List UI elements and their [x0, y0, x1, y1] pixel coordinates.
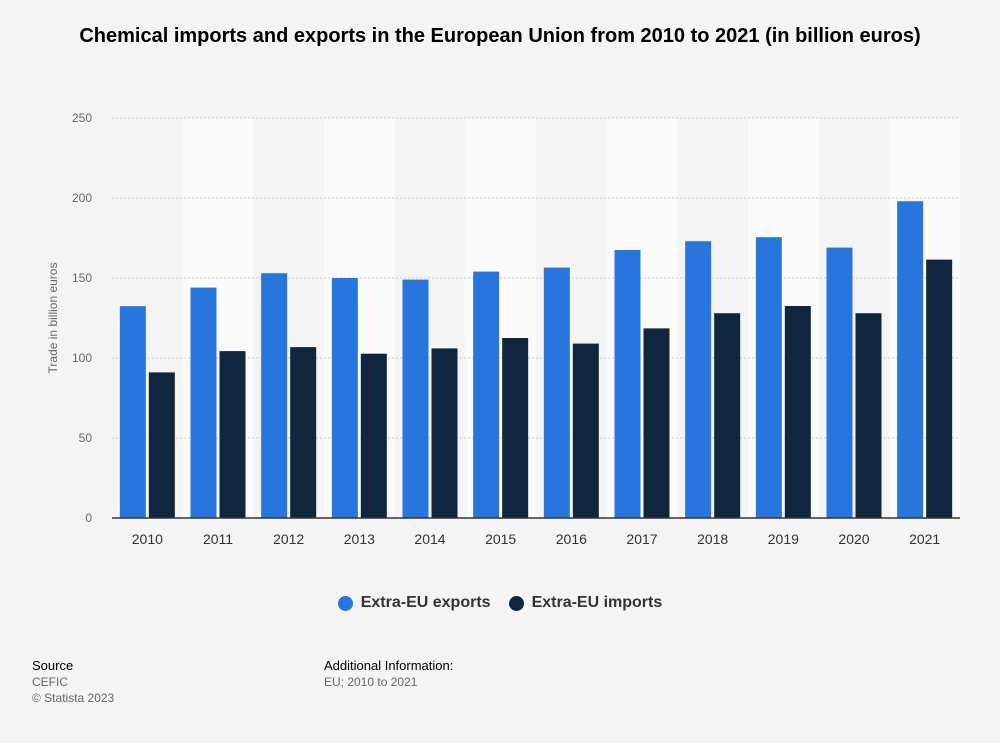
x-tick-label: 2018 [697, 531, 728, 547]
source-heading: Source [32, 658, 74, 673]
bar-exports-2017 [614, 250, 641, 518]
copyright-text[interactable]: © Statista 2023 [32, 691, 115, 705]
bar-imports-2021 [926, 259, 953, 518]
bar-imports-2011 [219, 351, 246, 518]
bar-exports-2014 [402, 279, 429, 518]
x-tick-label: 2019 [768, 531, 799, 547]
bar-exports-2010 [119, 306, 146, 518]
y-tick-label: 250 [72, 111, 92, 125]
legend-label-imports: Extra-EU imports [531, 594, 663, 611]
bar-exports-2016 [543, 267, 570, 518]
bar-imports-2012 [290, 347, 317, 518]
bar-imports-2016 [572, 343, 599, 518]
x-tick-label: 2013 [344, 531, 375, 547]
bar-imports-2020 [855, 313, 882, 518]
x-tick-label: 2017 [626, 531, 657, 547]
source-block: Source CEFIC © Statista 2023 [32, 658, 114, 706]
x-tick-label: 2014 [414, 531, 445, 547]
bar-imports-2010 [148, 372, 175, 518]
y-axis-label: Trade in billion euros [46, 263, 60, 374]
bar-exports-2019 [755, 237, 782, 518]
bar-imports-2019 [784, 306, 811, 518]
y-tick-label: 150 [72, 271, 92, 285]
x-tick-label: 2016 [556, 531, 587, 547]
additional-info-heading: Additional Information: [324, 658, 454, 673]
x-tick-label: 2021 [909, 531, 940, 547]
legend-item-imports[interactable]: Extra-EU imports [508, 594, 663, 612]
bar-imports-2015 [502, 338, 529, 518]
bar-exports-2012 [261, 273, 288, 518]
bar-exports-2020 [826, 247, 853, 518]
bar-exports-2015 [473, 271, 500, 518]
y-tick-label: 50 [79, 431, 93, 445]
bar-exports-2018 [685, 241, 712, 518]
legend-marker-exports [337, 595, 353, 611]
legend-marker-imports [508, 595, 524, 611]
chart-title: Chemical imports and exports in the Euro… [79, 25, 921, 47]
bar-imports-2013 [360, 353, 387, 518]
bar-imports-2014 [431, 348, 458, 518]
bar-exports-2013 [331, 278, 358, 518]
bar-exports-2021 [897, 201, 924, 518]
x-tick-label: 2011 [203, 531, 233, 547]
x-tick-label: 2012 [273, 531, 304, 547]
source-link[interactable]: CEFIC [32, 675, 68, 689]
bar-imports-2017 [643, 328, 670, 518]
legend-label-exports: Extra-EU exports [360, 594, 491, 611]
legend-item-exports[interactable]: Extra-EU exports [337, 594, 491, 612]
x-tick-label: 2020 [838, 531, 869, 547]
additional-info-block: Additional Information: EU; 2010 to 2021 [324, 658, 453, 690]
y-tick-label: 200 [72, 191, 92, 205]
additional-info-text: EU; 2010 to 2021 [324, 675, 418, 689]
legend: Extra-EU exports Extra-EU imports [0, 594, 1000, 612]
x-tick-label: 2015 [485, 531, 516, 547]
y-tick-label: 0 [85, 511, 92, 525]
y-tick-label: 100 [72, 351, 92, 365]
bar-imports-2018 [714, 313, 741, 518]
bar-exports-2011 [190, 287, 217, 518]
x-tick-label: 2010 [132, 531, 163, 547]
